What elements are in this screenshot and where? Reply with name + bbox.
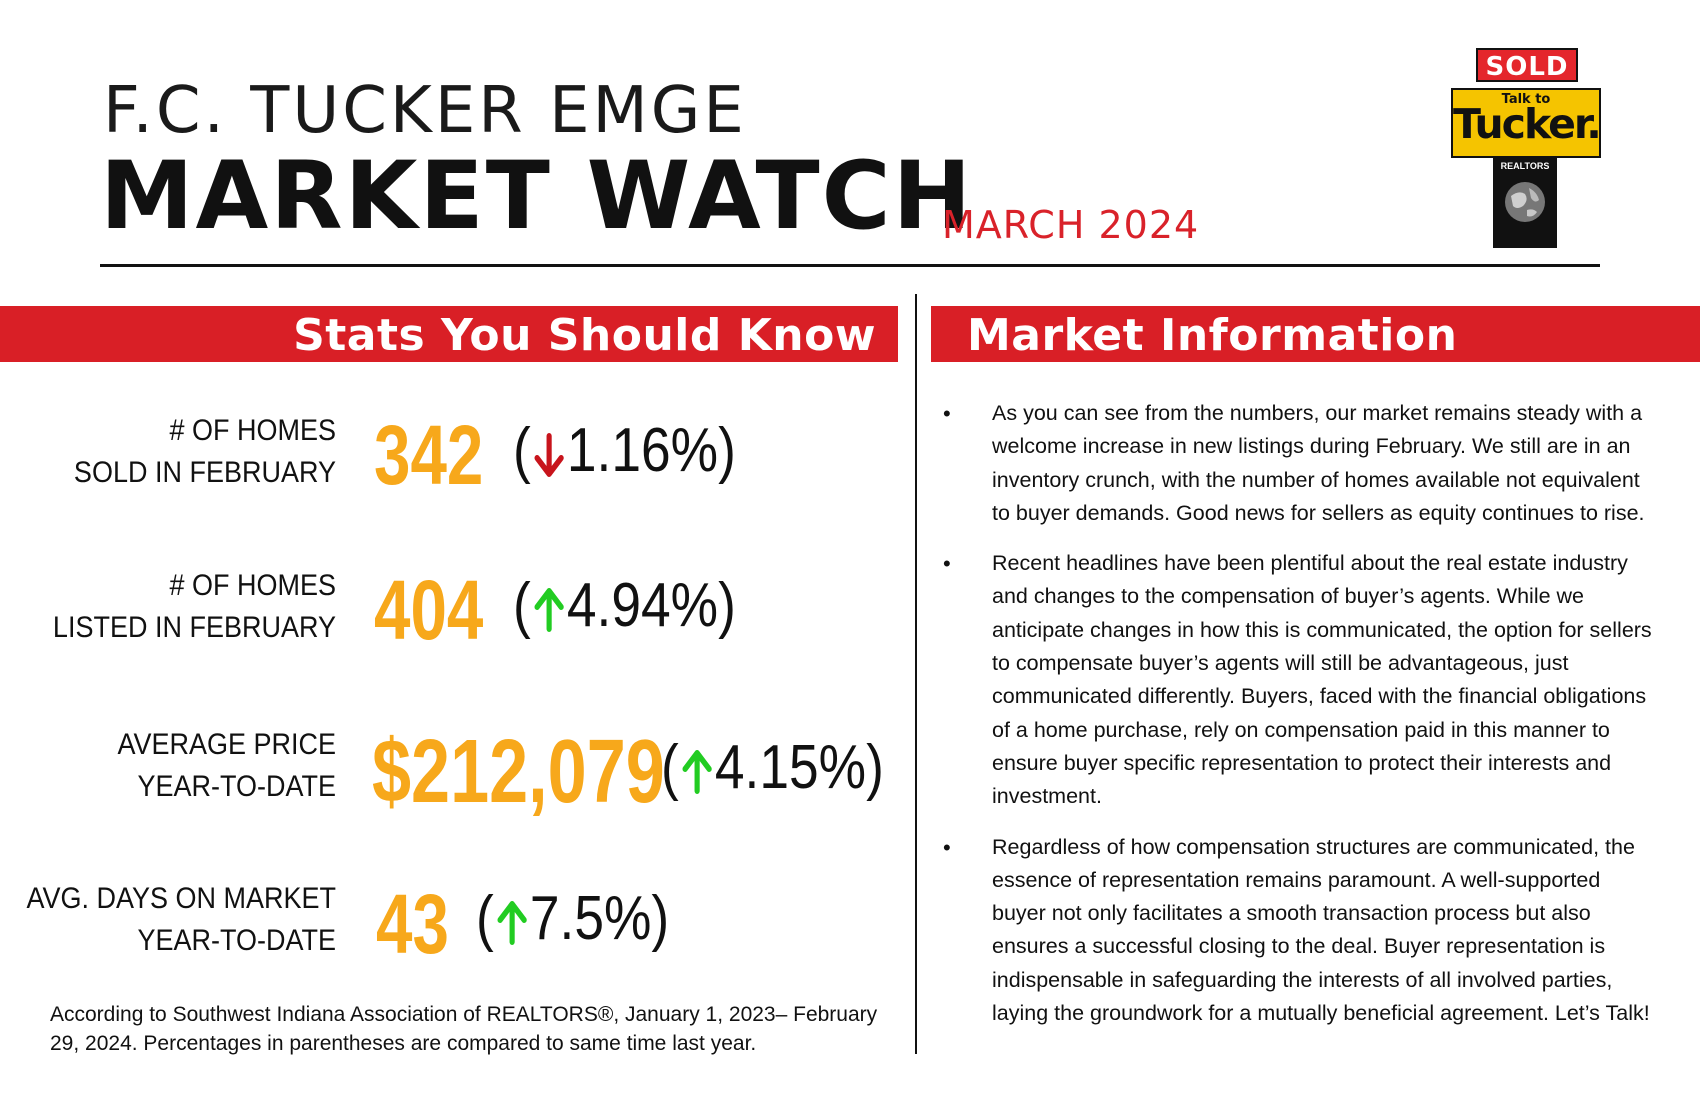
- stats-section-title: Stats You Should Know: [293, 310, 876, 361]
- up-arrow-icon: [534, 587, 564, 632]
- logo-tucker-text: Tucker.: [1453, 100, 1600, 148]
- stat-label: AVG. DAYS ON MARKET YEAR-TO-DATE: [26, 882, 336, 957]
- talk-to-tucker-logo: SOLD Talk to Tucker. REALTORS: [1448, 48, 1602, 248]
- up-arrow-icon: [497, 900, 527, 945]
- bullet-icon: •: [943, 551, 951, 577]
- logo-talk-text: Talk to: [1501, 92, 1551, 107]
- logo-sold-sign: SOLD: [1476, 48, 1578, 82]
- stat-label: # OF HOMES LISTED IN FEBRUARY: [52, 569, 336, 644]
- stat-value: 43: [376, 877, 449, 971]
- column-divider: [915, 294, 917, 1054]
- source-footnote: According to Southwest Indiana Associati…: [50, 1003, 878, 1055]
- stat-value: $212,079: [372, 722, 665, 822]
- paragraph-text: As you can see from the numbers, our mar…: [992, 401, 1645, 525]
- stat-change: (4.15%): [661, 733, 884, 802]
- market-section-title: Market Information: [967, 310, 1458, 361]
- page-title: MARKET WATCH: [100, 142, 974, 251]
- stat-label: # OF HOMES SOLD IN FEBRUARY: [73, 414, 336, 489]
- down-arrow-icon: [534, 432, 564, 477]
- market-section-header: Market Information: [931, 306, 1700, 362]
- stats-section-header: Stats You Should Know: [0, 306, 898, 362]
- list-item: • As you can see from the numbers, our m…: [940, 397, 1660, 530]
- logo-sign-board: Talk to Tucker.: [1451, 88, 1601, 158]
- brand-name: F.C. TUCKER EMGE: [103, 74, 747, 148]
- stat-change: (4.94%): [513, 571, 736, 640]
- list-item: • Recent headlines have been plentiful a…: [940, 547, 1660, 813]
- bullet-icon: •: [943, 834, 951, 860]
- header-divider: [100, 264, 1600, 267]
- logo-sign-post: REALTORS: [1493, 158, 1557, 248]
- issue-date: MARCH 2024: [942, 203, 1200, 247]
- stat-change: (7.5%): [476, 884, 670, 953]
- logo-realtors-text: REALTORS: [1500, 161, 1550, 171]
- bullet-icon: •: [943, 401, 951, 426]
- stat-label: AVERAGE PRICE YEAR-TO-DATE: [117, 728, 337, 803]
- stat-change: (1.16%): [513, 416, 736, 485]
- globe-icon: [1505, 182, 1545, 222]
- list-item: • Regardless of how compensation structu…: [940, 831, 1660, 1031]
- up-arrow-icon: [682, 749, 712, 794]
- paragraph-text: Recent headlines have been plentiful abo…: [992, 551, 1652, 809]
- stat-value: 342: [374, 408, 484, 502]
- paragraph-text: Regardless of how compensation structure…: [992, 834, 1650, 1026]
- stat-value: 404: [374, 563, 484, 657]
- market-info-list: • As you can see from the numbers, our m…: [940, 397, 1660, 1047]
